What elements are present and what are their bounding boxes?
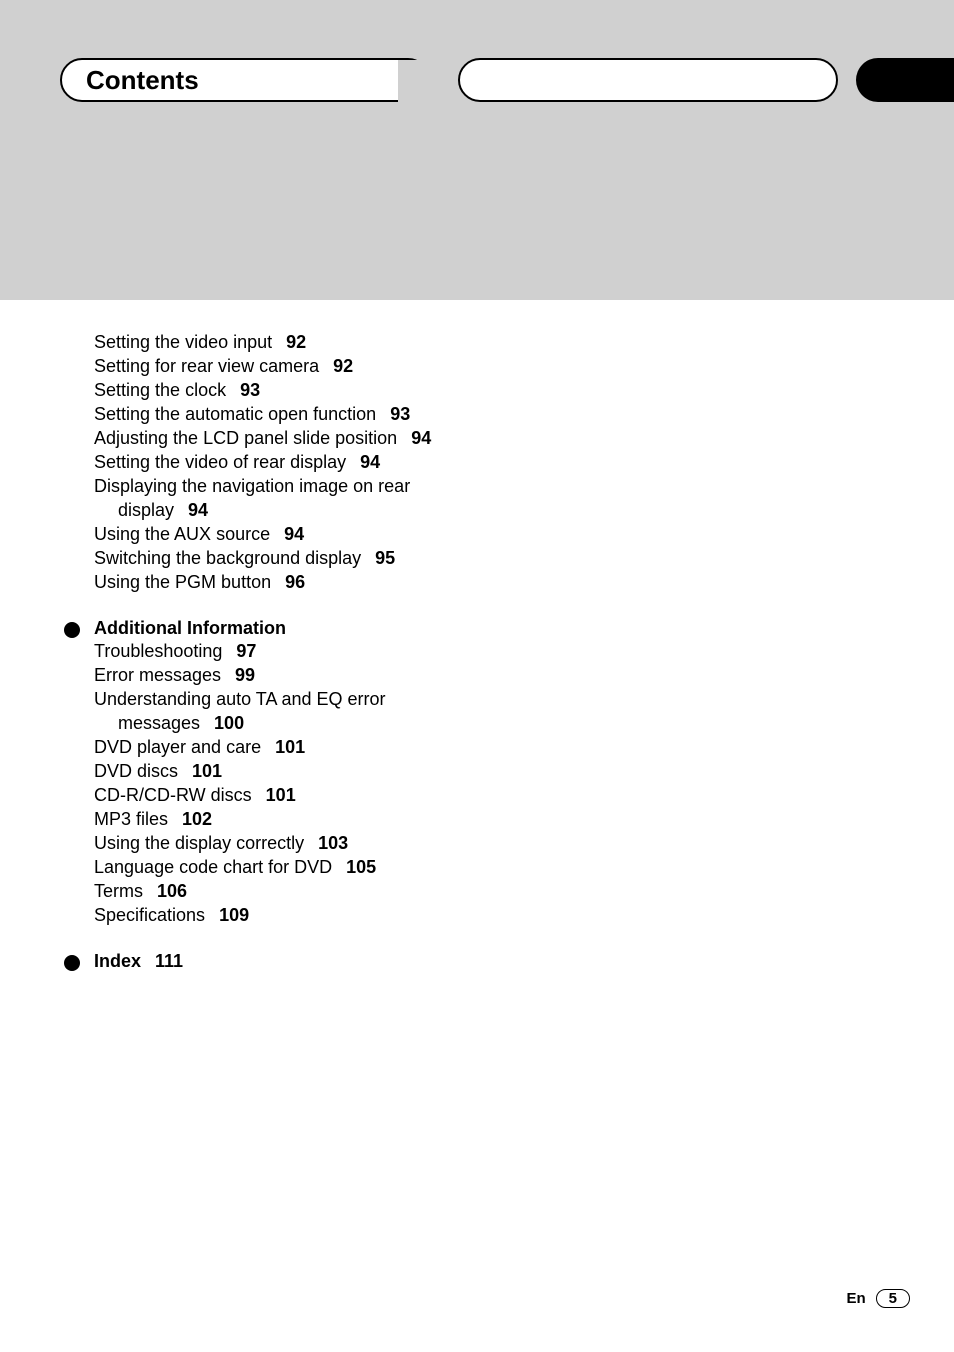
toc-entry-page: 99 [235, 665, 255, 685]
toc-entry-text: Language code chart for DVD [94, 857, 332, 877]
toc-entry-text: Setting the automatic open function [94, 404, 376, 424]
section-title: Additional Information [94, 618, 954, 639]
toc-entry-page: 101 [192, 761, 222, 781]
toc-entry: Error messages 99 [94, 663, 954, 687]
toc-entry-continuation: display 94 [94, 498, 954, 522]
header-band: Contents [0, 0, 954, 300]
toc-entry-text: Troubleshooting [94, 641, 222, 661]
toc-entry-page: 109 [219, 905, 249, 925]
toc-entry-page: 93 [390, 404, 410, 424]
toc-entry: Setting the automatic open function 93 [94, 402, 954, 426]
toc-entry-text: Using the PGM button [94, 572, 271, 592]
toc-entry-text: display [118, 500, 174, 520]
toc-entry: Understanding auto TA and EQ error [94, 687, 954, 711]
toc-entry-page: 106 [157, 881, 187, 901]
toc-entry: Setting the clock 93 [94, 378, 954, 402]
footer-language: En [846, 1290, 865, 1307]
toc-entry-page: 105 [346, 857, 376, 877]
toc-entry-text: Understanding auto TA and EQ error [94, 689, 386, 709]
toc-entry-page: 94 [360, 452, 380, 472]
toc-entry-page: 94 [284, 524, 304, 544]
toc-entry: Switching the background display 95 [94, 546, 954, 570]
toc-entry-page: 103 [318, 833, 348, 853]
toc-entry: Specifications 109 [94, 903, 954, 927]
toc-entry: DVD player and care 101 [94, 735, 954, 759]
toc-entry: Troubleshooting 97 [94, 639, 954, 663]
section-title-text: Index [94, 951, 141, 971]
bullet-icon [64, 955, 80, 971]
toc-entry-text: Error messages [94, 665, 221, 685]
section-title-text: Additional Information [94, 618, 286, 638]
toc-entry-page: 100 [214, 713, 244, 733]
toc-entry: Setting the video of rear display 94 [94, 450, 954, 474]
toc-entry: Terms 106 [94, 879, 954, 903]
toc-entry-text: Displaying the navigation image on rear [94, 476, 410, 496]
toc-entry: Displaying the navigation image on rear [94, 474, 954, 498]
toc-entry-text: Setting for rear view camera [94, 356, 319, 376]
toc-entry: Using the PGM button 96 [94, 570, 954, 594]
toc-section: Index 111 [94, 951, 954, 972]
toc-entry-page: 92 [286, 332, 306, 352]
toc-entry-page: 102 [182, 809, 212, 829]
toc-entry-text: Terms [94, 881, 143, 901]
section-title-page: 111 [155, 951, 183, 971]
toc-entry-page: 101 [275, 737, 305, 757]
toc-entry-page: 94 [188, 500, 208, 520]
toc-entry-text: MP3 files [94, 809, 168, 829]
contents-tab: Contents [60, 58, 430, 102]
toc-sections: Setting the video input92Setting for rea… [94, 330, 954, 972]
middle-pill [458, 58, 838, 102]
toc-section: Setting the video input92Setting for rea… [94, 330, 954, 594]
right-black-tab [856, 58, 954, 102]
toc-entry-text: DVD discs [94, 761, 178, 781]
toc-entry: Language code chart for DVD 105 [94, 855, 954, 879]
toc-entry-text: Switching the background display [94, 548, 361, 568]
toc-entry-text: DVD player and care [94, 737, 261, 757]
toc-entry-page: 96 [285, 572, 305, 592]
toc-entry-text: Using the display correctly [94, 833, 304, 853]
toc-entry: CD-R/CD-RW discs 101 [94, 783, 954, 807]
toc-entry-text: Setting the video of rear display [94, 452, 346, 472]
toc-entry-page: 97 [236, 641, 256, 661]
footer: En 5 [846, 1289, 910, 1308]
toc-entry-text: Setting the video input [94, 332, 272, 352]
toc-entry-text: messages [118, 713, 200, 733]
toc-entry-page: 95 [375, 548, 395, 568]
toc-entry-continuation: messages 100 [94, 711, 954, 735]
toc-entry: Using the AUX source 94 [94, 522, 954, 546]
toc-entry-text: CD-R/CD-RW discs [94, 785, 252, 805]
toc-entry-page: 92 [333, 356, 353, 376]
toc-entry: MP3 files 102 [94, 807, 954, 831]
section-title: Index 111 [94, 951, 954, 972]
toc-entry-text: Using the AUX source [94, 524, 270, 544]
toc-entry-text: Specifications [94, 905, 205, 925]
page-title: Contents [86, 65, 199, 96]
toc-section: Additional InformationTroubleshooting97E… [94, 618, 954, 927]
toc-entry-page: 94 [411, 428, 431, 448]
toc-entry: Adjusting the LCD panel slide position 94 [94, 426, 954, 450]
tab-row: Contents [60, 56, 954, 104]
toc-entry-page: 101 [266, 785, 296, 805]
toc-entry-text: Setting the clock [94, 380, 226, 400]
toc-entry: Setting for rear view camera 92 [94, 354, 954, 378]
toc-entry: Setting the video input 92 [94, 330, 954, 354]
toc-entry-text: Adjusting the LCD panel slide position [94, 428, 397, 448]
bullet-icon [64, 622, 80, 638]
toc-entry-page: 93 [240, 380, 260, 400]
footer-page-number: 5 [876, 1289, 910, 1308]
toc-entry: DVD discs 101 [94, 759, 954, 783]
toc-entry: Using the display correctly 103 [94, 831, 954, 855]
content-area: Setting the video input92Setting for rea… [0, 300, 954, 1352]
